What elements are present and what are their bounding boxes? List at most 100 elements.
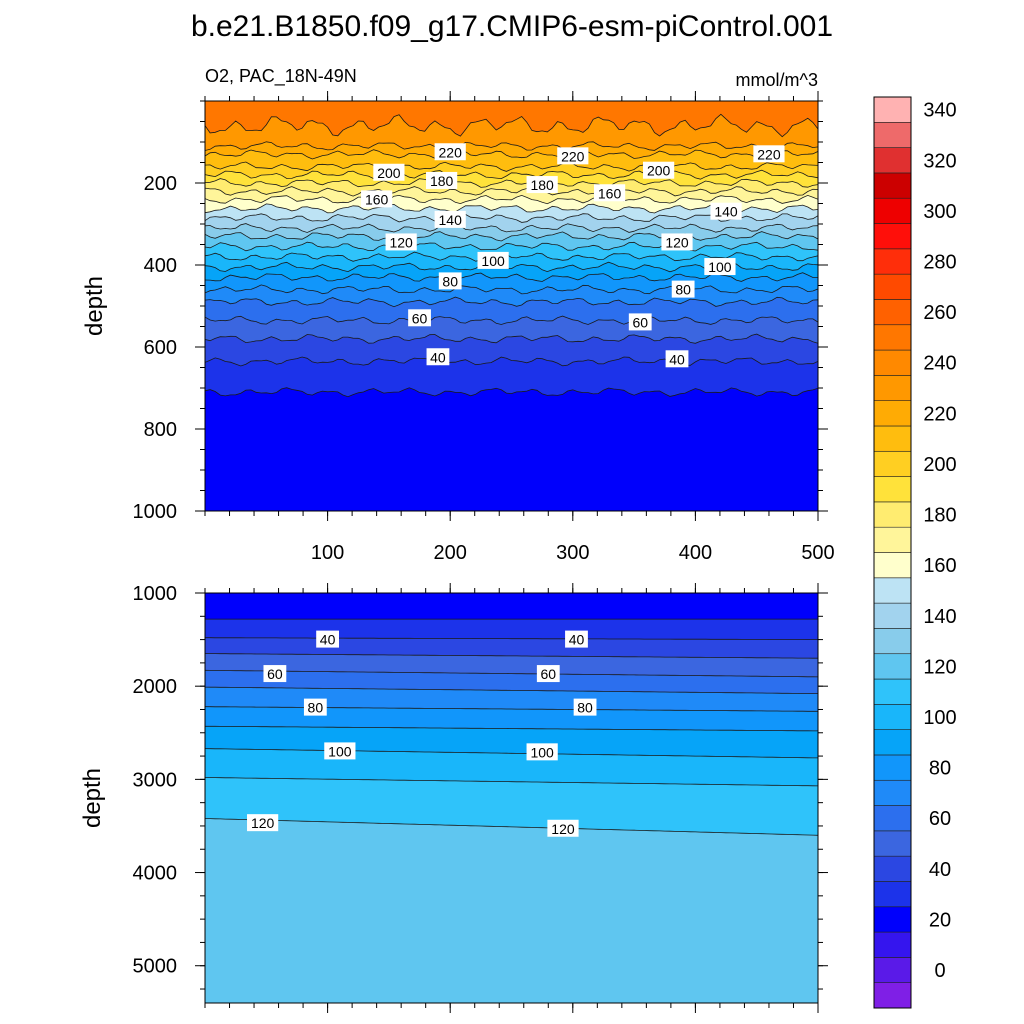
lower-contour-fills: [205, 593, 818, 1003]
contour-label: 140: [710, 202, 742, 220]
figure-title: b.e21.B1850.f09_g17.CMIP6-esm-piControl.…: [191, 10, 833, 43]
contour-label: 100: [477, 251, 509, 269]
colorbar-label: 220: [923, 403, 956, 425]
colorbar-swatch: [873, 299, 912, 326]
colorbar-swatch: [873, 881, 912, 908]
contour-label: 40: [665, 350, 689, 368]
y-tick-label: 5000: [133, 956, 178, 978]
colorbar-swatch: [873, 779, 912, 806]
upper-axes: 200 400 600 800 1000 100 200 300 400 500: [133, 91, 835, 564]
upper-contour-labels: 220 220 220 200 200 180 180 160 160 140 140 120 120 1…: [361, 143, 785, 368]
contour-label: 60: [536, 665, 560, 683]
upper-right-label: mmol/m^3: [736, 70, 818, 90]
svg-text:140: 140: [439, 212, 463, 228]
colorbar-swatch: [873, 197, 912, 224]
colorbar-label: 260: [923, 302, 956, 324]
contour-line: [205, 141, 818, 151]
contour-label: 120: [547, 819, 579, 837]
colorbar-swatch: [873, 476, 912, 503]
y-tick-label: 400: [144, 255, 177, 277]
y-tick-label: 1000: [133, 501, 178, 523]
colorbar-label: 80: [929, 758, 951, 780]
contour-line: [205, 725, 818, 732]
contour-label: 120: [661, 233, 693, 251]
svg-text:60: 60: [540, 666, 556, 682]
x-tick-label: 500: [801, 542, 834, 564]
contour-line: [205, 186, 818, 197]
colorbar-swatch: [873, 957, 912, 983]
colorbar-swatch: [873, 400, 912, 427]
contour-line: [205, 686, 818, 694]
colorbar-label: 60: [929, 808, 951, 830]
svg-text:120: 120: [389, 234, 413, 250]
contour-label: 80: [671, 280, 695, 298]
contour-label: 120: [247, 814, 279, 832]
colorbar-swatch: [873, 855, 912, 882]
contour-line: [205, 818, 818, 836]
svg-text:40: 40: [430, 349, 446, 365]
contour-label: 160: [361, 190, 393, 208]
contour-line: [205, 161, 818, 172]
svg-text:180: 180: [430, 173, 454, 189]
colorbar-swatch: [873, 704, 912, 730]
colorbar-label: 200: [923, 454, 956, 476]
colorbar-label: 240: [923, 353, 956, 375]
contour-label: 100: [324, 742, 356, 760]
svg-text:140: 140: [714, 204, 738, 220]
contour-line: [205, 251, 818, 262]
y-tick-label: 3000: [133, 769, 178, 791]
x-tick-label: 400: [679, 542, 712, 564]
svg-text:220: 220: [757, 146, 781, 162]
colorbar-label: 340: [923, 100, 956, 122]
y-tick-label: 600: [144, 337, 177, 359]
svg-text:160: 160: [365, 191, 389, 207]
contour-label: 80: [573, 698, 597, 716]
lower-y-axis-title: depth: [79, 768, 106, 828]
colorbar-swatch: [873, 223, 912, 250]
contour-line: [205, 387, 818, 398]
colorbar-swatch: [873, 324, 912, 351]
contour-label: 220: [557, 147, 589, 165]
contour-label: 160: [593, 184, 626, 202]
y-tick-label: 1000: [133, 583, 178, 605]
svg-text:120: 120: [665, 234, 689, 250]
colorbar-swatch: [873, 552, 912, 579]
lower-plot-frame: [204, 592, 819, 1004]
y-tick-label: 2000: [133, 676, 178, 698]
colorbar-swatch: [873, 931, 912, 958]
svg-text:60: 60: [267, 666, 283, 682]
contour-line: [205, 296, 818, 308]
upper-y-axis-title: depth: [81, 276, 108, 336]
colorbar-label: 320: [923, 150, 956, 172]
contour-line: [205, 653, 818, 659]
contour-label: 120: [385, 233, 417, 251]
contour-label: 220: [753, 145, 785, 163]
svg-text:100: 100: [328, 743, 352, 759]
contour-line: [205, 178, 818, 188]
colorbar-swatch: [873, 805, 912, 832]
svg-text:100: 100: [481, 253, 505, 269]
contour-label: 60: [628, 313, 652, 331]
x-tick-label: 100: [311, 542, 344, 564]
contour-line: [205, 231, 818, 242]
contour-line: [205, 223, 818, 233]
lower-contour-lines: [205, 618, 818, 836]
colorbar-swatch: [873, 147, 912, 174]
colorbar-swatch: [873, 349, 912, 376]
contour-label: 80: [438, 272, 462, 290]
upper-contour-fills: [205, 101, 818, 511]
svg-text:40: 40: [320, 632, 336, 648]
contour-label: 200: [643, 161, 675, 179]
contour-fill-band: [205, 387, 818, 511]
contour-line: [205, 637, 818, 640]
contour-label: 40: [316, 630, 339, 648]
lower-panel: 40 40 60 60 80 80 100 100 120 120 1000 2000 3000 400…: [79, 583, 828, 1013]
contour-fill-band: [205, 818, 818, 1003]
contour-label: 60: [263, 665, 287, 683]
colorbar-swatch: [873, 96, 912, 123]
lower-axes: 1000 2000 3000 4000 5000: [133, 583, 828, 1013]
colorbar-swatch: [873, 653, 912, 680]
colorbar-swatch: [873, 982, 912, 1009]
